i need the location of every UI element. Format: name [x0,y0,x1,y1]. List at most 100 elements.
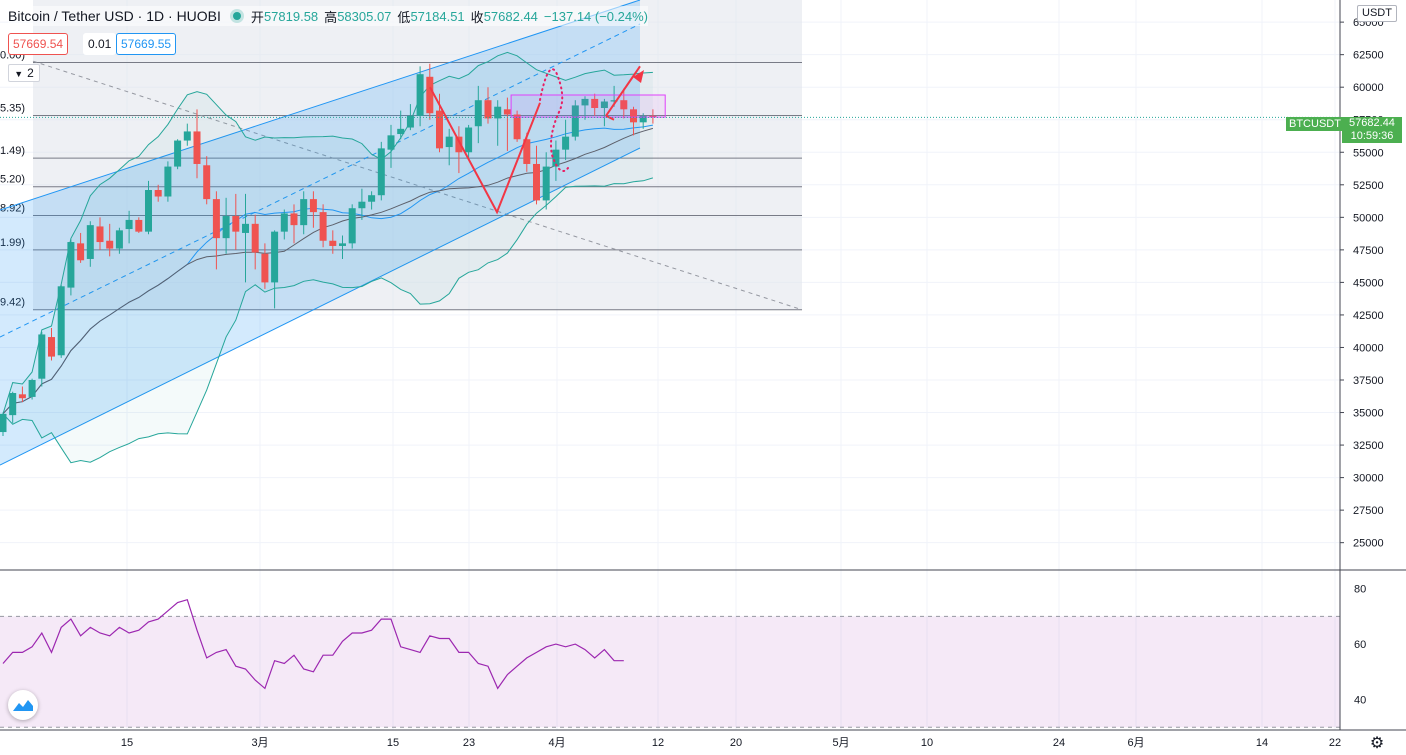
channel-mid [0,23,641,338]
sell-price-button[interactable]: 57669.54 [8,33,69,55]
candle [358,188,366,220]
symbol-title[interactable]: Bitcoin / Tether USD · 1D · HUOBI [8,8,221,24]
price-tick-label: 35000 [1353,408,1384,420]
bb-upper [2,51,653,414]
candle [600,98,608,127]
candle [77,232,85,263]
candle [620,88,628,119]
time-tick-label: 15 [387,737,399,749]
candle [649,109,657,124]
candle-body [86,225,94,259]
candle-body [562,136,570,150]
candle-body [154,190,162,197]
candle [212,191,220,270]
rsi-pane [0,598,1340,728]
candle-body [426,76,434,114]
candle [154,184,162,202]
bb-fill [3,52,653,463]
time-tick-label: 20 [730,737,742,749]
candle-body [620,100,628,110]
candle-body [571,105,579,137]
candle [552,140,560,181]
candle [242,193,249,283]
candle-body [377,148,385,196]
settings-gear-icon[interactable]: ⚙ [1369,735,1385,752]
candle [115,227,123,254]
fib-level-label: 9.42) [0,297,25,309]
tradingview-logo-icon[interactable] [8,690,38,720]
candle-body [649,115,657,118]
candle [591,93,599,116]
channel-lower [0,147,641,466]
time-tick-label: 24 [1053,737,1065,749]
candle [38,331,46,387]
candle [397,110,405,140]
candle-body [38,334,46,379]
candle [406,104,414,131]
candle [232,193,240,250]
candle [309,191,317,228]
candle [503,97,511,151]
candle-body [542,166,550,201]
time-tick-label: 14 [1256,737,1268,749]
candle [28,378,36,400]
fib-level-label: 5.35) [0,103,25,115]
candle [164,161,172,202]
high-value: 58305.07 [337,8,392,24]
candle-body [212,199,220,239]
candle [513,110,521,142]
fib-level-label: 8.92) [0,203,25,215]
fib-level-label: 1.99) [0,237,25,249]
candle-body [523,139,531,164]
candle-body [503,109,511,115]
candle-body [329,240,337,246]
high-label: 高 [324,9,338,25]
candle-body [630,109,637,123]
bb-lower [2,177,654,464]
candle [455,126,463,174]
currency-button[interactable]: USDT [1357,5,1397,22]
indicators-collapse-button[interactable]: ▼ 2 [8,64,40,82]
candle [280,209,288,240]
rsi-line [2,598,624,690]
projection-arrow [605,65,641,117]
time-tick-label: 10 [921,737,933,749]
candle [67,239,75,296]
price-tick-label: 52500 [1353,180,1384,192]
candle [494,100,502,146]
candle-body [445,136,453,148]
buy-price-button[interactable]: 57669.55 [116,33,177,55]
candle [125,210,133,244]
candle [9,391,17,423]
legend-header: Bitcoin / Tether USD · 1D · HUOBI 开 57819… [8,6,648,26]
candle-body [406,115,414,128]
candle-body [600,101,608,109]
open-label: 开 [250,9,264,25]
candle [533,145,540,205]
channel-upper [0,0,641,211]
candle-body [261,253,269,283]
candle [145,180,152,235]
candle-body [581,98,589,106]
candle [348,204,356,249]
candle-body [436,110,443,149]
indicator-count: 2 [27,66,34,80]
candles [0,63,657,436]
price-tick-label: 27500 [1353,505,1384,517]
candle [261,243,269,289]
low-label: 低 [397,9,411,25]
price-tick-label: 62500 [1353,50,1384,62]
candle [319,204,327,248]
candle-body [135,219,143,232]
candle-body [125,219,133,230]
candle [271,230,279,309]
candle [377,141,385,201]
candle [630,106,637,136]
time-tick-label: 3月 [251,737,268,749]
price-tick-label: 37500 [1353,375,1384,387]
candle-body [610,100,618,102]
candle [387,124,395,168]
candle-body [18,394,26,399]
candle [542,152,550,210]
